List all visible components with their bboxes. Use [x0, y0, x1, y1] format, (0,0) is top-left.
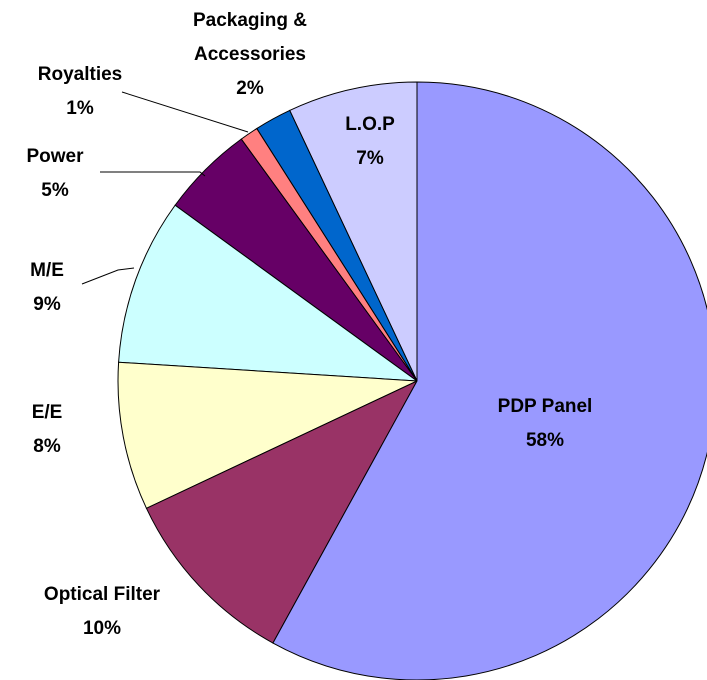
- data-label: Optical Filter 10%: [2, 578, 202, 646]
- category-label: E/E: [31, 402, 63, 423]
- leader-line: [100, 171, 206, 177]
- data-label: PDP Panel 58%: [445, 390, 645, 458]
- leader-line: [81, 267, 135, 285]
- category-label: M/E: [30, 260, 64, 281]
- value-label: 5%: [41, 180, 69, 201]
- pie-slice: [117, 361, 418, 509]
- value-label: 1%: [66, 98, 94, 119]
- value-label: 58%: [525, 430, 565, 451]
- value-label: 9%: [33, 294, 61, 315]
- data-label: E/E 8%: [7, 396, 87, 464]
- data-label: M/E 9%: [7, 254, 87, 322]
- pie-slice: [118, 204, 419, 382]
- value-label: 2%: [236, 78, 264, 99]
- category-label: Optical Filter: [43, 584, 161, 605]
- data-label: L.O.P 7%: [330, 108, 410, 176]
- value-label: 7%: [356, 148, 384, 169]
- data-label: Packaging & Accessories 2%: [170, 4, 330, 106]
- category-label: Packaging & Accessories: [192, 10, 308, 65]
- value-label: 8%: [33, 436, 61, 457]
- pie-slice: [145, 379, 419, 644]
- leader-line: [121, 91, 249, 133]
- category-label: L.O.P: [345, 114, 395, 135]
- pie-slice: [289, 81, 418, 382]
- data-label: Royalties 1%: [20, 58, 140, 126]
- category-label: PDP Panel: [497, 396, 593, 417]
- category-label: Royalties: [37, 64, 123, 85]
- value-label: 10%: [82, 618, 122, 639]
- category-label: Power: [26, 146, 84, 167]
- data-label: Power 5%: [10, 140, 100, 208]
